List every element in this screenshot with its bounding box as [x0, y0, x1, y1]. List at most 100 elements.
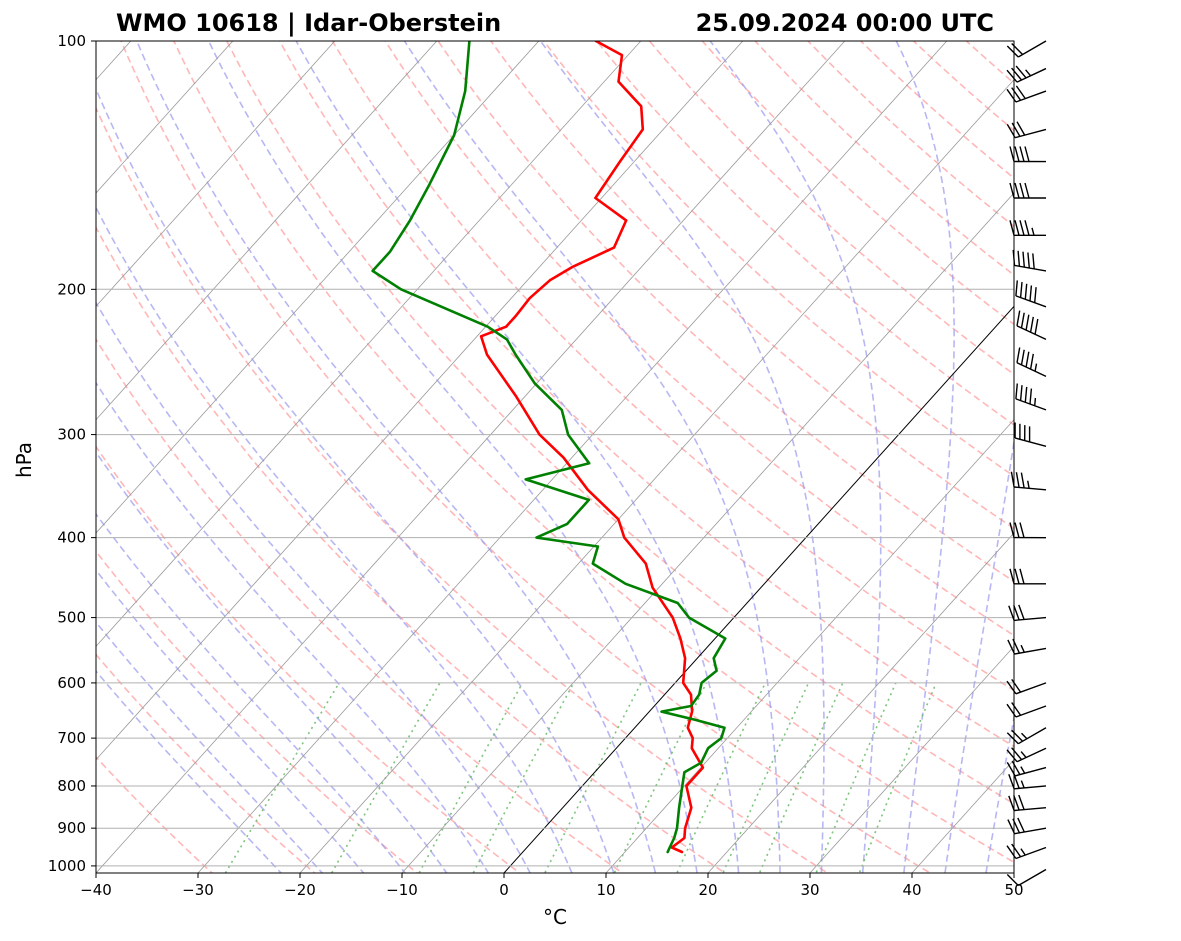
x-tick-label: −30 — [182, 881, 214, 899]
wind-barb-shaft — [1014, 437, 1047, 448]
moist-adiabat — [985, 714, 1014, 873]
moist-adiabat — [295, 41, 740, 873]
wind-barb-flag — [1011, 87, 1022, 101]
plot-area — [95, 40, 1015, 874]
mixing-ratio-line — [613, 682, 708, 873]
y-tick-label: 300 — [57, 426, 86, 444]
wind-barb-shaft — [1016, 325, 1047, 341]
wind-barb-shaft — [1015, 682, 1047, 695]
wind-barb-flag — [1006, 69, 1018, 83]
wind-barb — [1008, 604, 1047, 622]
wind-barb-flag — [1011, 43, 1024, 55]
wind-barb-flag — [1025, 314, 1030, 331]
wind-barb-flag — [1017, 817, 1025, 833]
wind-barb-flag — [1014, 522, 1020, 538]
background-lines — [96, 41, 1014, 873]
x-tick-label: 30 — [800, 881, 819, 899]
wind-barb-flag — [1008, 605, 1015, 621]
wind-barb-shaft — [1015, 90, 1047, 103]
wind-barb-shaft — [1015, 295, 1047, 308]
wind-barb-shaft — [1016, 362, 1047, 377]
wind-barb-flag — [1006, 845, 1017, 859]
wind-barb-flag — [1020, 312, 1025, 329]
wind-barb-flag — [1017, 250, 1021, 267]
wind-barb — [1016, 347, 1047, 377]
moist-adiabat — [944, 436, 1014, 873]
moist-adiabat — [96, 301, 532, 873]
wind-barb — [1015, 383, 1047, 411]
wind-barb-flag — [1007, 819, 1016, 834]
wind-barb-flag — [1006, 732, 1019, 745]
wind-barb-flag — [1014, 146, 1020, 162]
dry-adiabat — [384, 41, 1014, 637]
wind-barb-flag — [1008, 795, 1015, 811]
moist-adiabat — [539, 41, 825, 873]
mixing-ratio-line — [224, 682, 340, 873]
wind-barb — [1006, 678, 1047, 695]
wind-barb-half — [1027, 480, 1030, 489]
moist-adiabat — [96, 205, 573, 873]
wind-barb-shaft — [1014, 616, 1047, 622]
wind-barb — [1014, 422, 1047, 448]
dry-adiabat — [120, 41, 932, 873]
wind-barb-flag — [1029, 388, 1033, 405]
moist-adiabat — [403, 41, 781, 873]
wind-barb-shaft — [1014, 647, 1047, 655]
wind-barb-shaft — [1016, 747, 1047, 763]
wind-barb-flag — [1015, 85, 1026, 100]
isotherm — [96, 41, 540, 534]
moist-adiabat — [895, 41, 955, 873]
wind-barb-flag — [1010, 471, 1015, 488]
wind-barb — [1006, 65, 1047, 83]
dry-adiabat — [225, 41, 1014, 805]
wind-barb-flag — [1006, 703, 1017, 718]
x-axis-label: °C — [543, 905, 567, 929]
wind-barb-shaft — [1014, 486, 1047, 491]
wind-barb-flag — [1020, 349, 1025, 366]
isotherm — [401, 192, 1014, 873]
moist-adiabat — [136, 41, 657, 873]
y-tick-label: 800 — [57, 777, 86, 795]
wind-barb — [1006, 760, 1047, 777]
isotherm — [96, 41, 234, 194]
wind-barb-flag — [1011, 678, 1022, 693]
wind-barb — [1006, 868, 1047, 887]
y-tick-label: 900 — [57, 819, 86, 837]
dewpoint-profile — [371, 41, 727, 854]
wind-barb-flag — [1014, 220, 1020, 236]
wind-barb-flag — [1011, 760, 1021, 775]
wind-barb-half — [1020, 766, 1026, 774]
wind-barb-flag — [1019, 522, 1025, 538]
dry-adiabat — [96, 653, 316, 873]
y-axis-label: hPa — [12, 442, 36, 478]
wind-barb-half — [1031, 227, 1035, 236]
wind-barb-half — [1034, 397, 1037, 406]
dry-adiabat — [96, 337, 624, 873]
moist-adiabat — [96, 450, 448, 873]
wind-barb-half — [1021, 732, 1028, 740]
wind-barb-flag — [1009, 568, 1015, 584]
wind-barb-shaft — [1015, 398, 1047, 411]
y-tick-label: 600 — [57, 674, 86, 692]
wind-barb-half — [1020, 780, 1025, 789]
wind-barb-shaft — [1014, 128, 1047, 139]
wind-barb-flag — [1029, 353, 1034, 370]
wind-barbs — [1006, 40, 1047, 887]
wind-barb-flag — [1024, 146, 1030, 162]
mixing-ratio-line — [472, 682, 575, 873]
temperature-profile — [479, 41, 705, 854]
x-tick-label: 20 — [698, 881, 717, 899]
wind-barb-shaft — [1016, 67, 1047, 83]
moist-adiabat — [96, 669, 283, 873]
wind-barb-flag — [1019, 146, 1025, 162]
plot-frame — [95, 40, 1015, 874]
wind-barb-flag — [1009, 146, 1015, 162]
wind-barb-flag — [1006, 680, 1017, 695]
wind-barb-flag — [1015, 280, 1018, 296]
wind-barb-shaft — [1015, 705, 1047, 718]
y-tick-label: 400 — [57, 529, 86, 547]
wind-barb-flag — [1012, 249, 1016, 266]
wind-barb-flag — [1022, 251, 1025, 268]
wind-barb-flag — [1034, 318, 1039, 335]
